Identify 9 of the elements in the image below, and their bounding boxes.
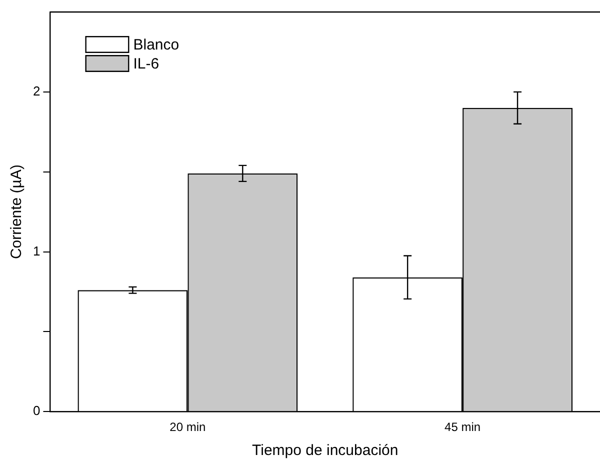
legend-label: Blanco: [133, 36, 180, 54]
x-tick-label: 45 min: [444, 420, 481, 434]
y-tick-label: 0: [32, 403, 40, 418]
x-axis-title: Tiempo de incubación: [252, 442, 398, 460]
y-axis-title: Corriente (µA): [8, 164, 26, 260]
y-tick-label: 1: [32, 243, 40, 258]
y-tick-label: 2: [32, 84, 40, 98]
x-tick-label: 20 min: [170, 420, 206, 434]
legend-label: IL-6: [133, 56, 160, 73]
